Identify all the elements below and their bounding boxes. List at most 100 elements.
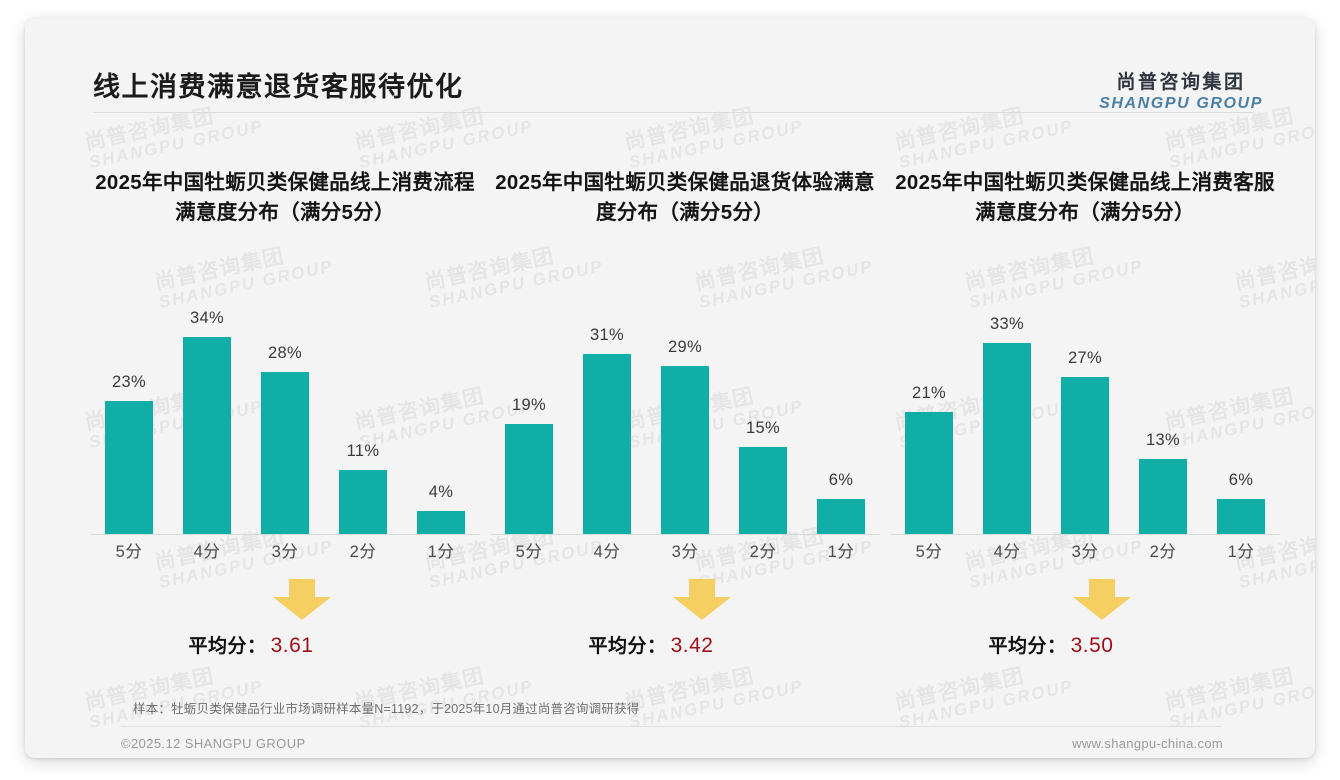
slide-canvas: 尚普咨询集团 SHANGPU GROUP 尚普咨询集团 SHANGPU GROUP 尚普… (25, 18, 1315, 758)
down-arrow-icon (671, 578, 733, 621)
bar[interactable] (1217, 498, 1265, 534)
watermark-english: SHANGPU GROUP (897, 676, 1076, 733)
x-axis-tick-label: 5分 (115, 542, 143, 561)
x-axis-tick-label: 2分 (1149, 542, 1177, 561)
bar-value-label: 13% (1146, 430, 1180, 449)
x-axis-tick-label: 5分 (915, 542, 943, 561)
bar[interactable] (1139, 458, 1187, 534)
x-axis-line (90, 533, 480, 535)
bar[interactable] (261, 371, 309, 534)
average-score-value: 3.50 (1070, 633, 1114, 657)
bar-column[interactable]: 15% (724, 302, 802, 534)
bar-chart: 19% 31% 29% 15% 6% 5分 4分 3分 2分 1分 (486, 283, 884, 562)
bar-column[interactable]: 4% (402, 302, 480, 534)
bar-value-label: 23% (112, 372, 146, 391)
bar-column[interactable]: 13% (1124, 302, 1202, 534)
bar-column[interactable]: 21% (890, 302, 968, 534)
average-score-text: 平均分： 3.50 (886, 631, 1216, 658)
watermark-english: SHANGPU GROUP (627, 676, 806, 733)
sample-footnote: 样本：牡蛎贝类保健品行业市场调研样本量N=1192，于2025年10月通过尚普咨… (133, 702, 640, 716)
bar[interactable] (183, 336, 231, 534)
chart-panel-3: 2025年中国牡蛎贝类保健品线上消费客服满意度分布（满分5分） 21% 33% 27%… (885, 168, 1285, 668)
watermark-english: SHANGPU GROUP (1167, 676, 1315, 733)
bar-column[interactable]: 33% (968, 302, 1046, 534)
watermark-english: SHANGPU GROUP (357, 116, 536, 173)
logo-english-text: SHANGPU GROUP (1099, 94, 1263, 112)
bar[interactable] (905, 411, 953, 534)
footer-copyright: ©2025.12 SHANGPU GROUP (121, 736, 306, 751)
bar-column[interactable]: 31% (568, 302, 646, 534)
bar-column[interactable]: 34% (168, 302, 246, 534)
bar[interactable] (983, 342, 1031, 534)
x-axis-tick-label: 2分 (749, 542, 777, 561)
chart-panel-1: 2025年中国牡蛎贝类保健品线上消费流程满意度分布（满分5分） 23% 34% 28%… (85, 168, 485, 668)
bar-chart: 23% 34% 28% 11% 4% 5分 4分 3分 2分 1分 (86, 283, 484, 562)
bar-value-label: 19% (512, 395, 546, 414)
bar-value-label: 31% (590, 325, 624, 344)
bar[interactable] (661, 365, 709, 534)
average-score-label: 平均分： (988, 635, 1067, 657)
bar[interactable] (339, 469, 387, 534)
bar-value-label: 29% (668, 337, 702, 356)
x-axis-tick-labels: 5分 4分 3分 2分 1分 (890, 537, 1280, 563)
bar-column[interactable]: 27% (1046, 302, 1124, 534)
chart-title: 2025年中国牡蛎贝类保健品线上消费客服满意度分布（满分5分） (895, 171, 1275, 224)
bar[interactable] (817, 498, 865, 534)
bar[interactable] (739, 446, 787, 534)
bar-group: 23% 34% 28% 11% 4% (90, 302, 480, 534)
bar-column[interactable]: 29% (646, 302, 724, 534)
average-score-label: 平均分： (188, 635, 267, 657)
bar-column[interactable]: 6% (1202, 302, 1280, 534)
down-arrow-icon (271, 578, 333, 621)
x-axis-tick-label: 4分 (593, 542, 621, 561)
x-axis-tick-label: 1分 (827, 542, 855, 561)
average-score-block: 平均分： 3.61 (86, 578, 484, 668)
chart-title: 2025年中国牡蛎贝类保健品线上消费流程满意度分布（满分5分） (95, 171, 475, 224)
x-axis-tick-label: 1分 (1227, 542, 1255, 561)
bar-value-label: 33% (990, 314, 1024, 333)
bar-column[interactable]: 6% (802, 302, 880, 534)
watermark-english: SHANGPU GROUP (897, 116, 1076, 173)
chart-title: 2025年中国牡蛎贝类保健品退货体验满意度分布（满分5分） (495, 171, 875, 224)
header-divider (93, 112, 1253, 113)
bar-group: 21% 33% 27% 13% 6% (890, 302, 1280, 534)
bar-column[interactable]: 11% (324, 302, 402, 534)
chart-panel-2: 2025年中国牡蛎贝类保健品退货体验满意度分布（满分5分） 19% 31% 29% 15… (485, 168, 885, 668)
x-axis-line (490, 533, 880, 535)
average-score-label: 平均分： (588, 635, 667, 657)
bar[interactable] (505, 423, 553, 534)
average-score-block: 平均分： 3.42 (486, 578, 884, 668)
bar[interactable] (583, 353, 631, 534)
bar-value-label: 21% (912, 383, 946, 402)
watermark-english: SHANGPU GROUP (1167, 116, 1315, 173)
x-axis-tick-label: 1分 (427, 542, 455, 561)
x-axis-tick-label: 5分 (515, 542, 543, 561)
bar-value-label: 6% (828, 470, 854, 489)
footer-divider (121, 726, 1221, 727)
bar-column[interactable]: 23% (90, 302, 168, 534)
bar-value-label: 6% (1228, 470, 1254, 489)
logo-chinese-text: 尚普咨询集团 (1116, 72, 1246, 93)
bar[interactable] (105, 400, 153, 534)
x-axis-tick-label: 2分 (349, 542, 377, 561)
average-score-block: 平均分： 3.50 (886, 578, 1284, 668)
bar-value-label: 15% (746, 418, 780, 437)
watermark-english: SHANGPU GROUP (87, 116, 266, 173)
x-axis-tick-label: 3分 (1071, 542, 1099, 561)
bar-value-label: 28% (268, 343, 302, 362)
bar[interactable] (1061, 376, 1109, 534)
brand-logo: 尚普咨询集团 SHANGPU GROUP (1099, 72, 1263, 112)
bar-column[interactable]: 28% (246, 302, 324, 534)
x-axis-tick-labels: 5分 4分 3分 2分 1分 (490, 537, 880, 563)
x-axis-tick-label: 4分 (993, 542, 1021, 561)
x-axis-tick-label: 3分 (271, 542, 299, 561)
bar[interactable] (417, 510, 465, 534)
footer-website[interactable]: www.shangpu-china.com (1072, 736, 1223, 751)
average-score-text: 平均分： 3.61 (86, 631, 416, 658)
slide-header: 线上消费满意退货客服待优化 尚普咨询集团 SHANGPU GROUP (25, 18, 1315, 118)
bar-column[interactable]: 19% (490, 302, 568, 534)
x-axis-tick-label: 4分 (193, 542, 221, 561)
average-score-value: 3.61 (270, 633, 314, 657)
bar-value-label: 11% (346, 441, 380, 460)
bar-chart: 21% 33% 27% 13% 6% 5分 4分 3分 2分 1分 (886, 283, 1284, 562)
